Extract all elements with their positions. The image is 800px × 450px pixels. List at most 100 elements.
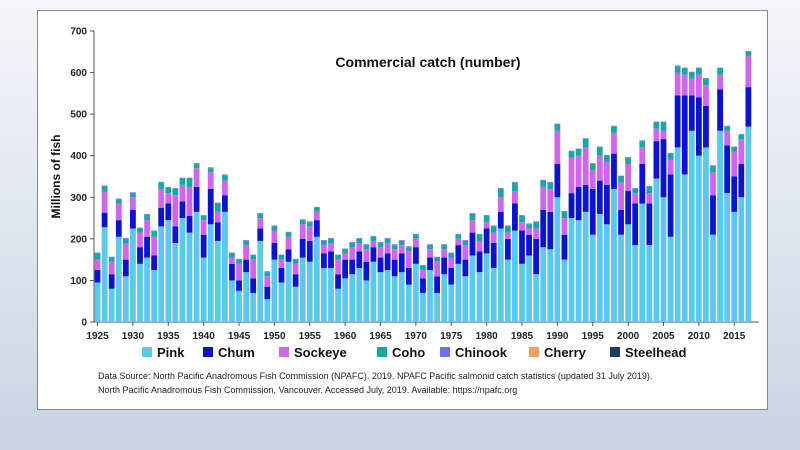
bar-segment-coho — [497, 188, 504, 198]
bar-segment-coho — [94, 253, 101, 260]
x-tick-label: 2005 — [652, 331, 675, 342]
bar-segment-sockeye — [229, 257, 235, 264]
bar-segment-sockeye — [611, 132, 617, 154]
bar-segment-coho — [646, 186, 653, 194]
bar-segment-coho — [582, 139, 589, 148]
bar-segment-pink — [603, 224, 610, 322]
bar-segment-sockeye — [660, 130, 667, 140]
bar-segment-chum — [186, 215, 193, 233]
bar-segment-chum — [115, 220, 122, 237]
bar-segment-coho — [526, 224, 532, 229]
bar-segment-sockeye — [221, 180, 228, 196]
bar-segment-coho — [278, 255, 285, 260]
bar-segment-chum — [356, 251, 363, 268]
bar-segment-chinook — [144, 213, 150, 215]
bar-segment-chum — [632, 203, 639, 246]
bar-segment-chum — [504, 238, 511, 260]
bar-segment-sockeye — [483, 222, 490, 229]
bar-segment-chinook — [172, 188, 179, 189]
bar-segment-pink — [94, 282, 101, 322]
bar-segment-pink — [122, 276, 129, 322]
bar-segment-chum — [172, 226, 179, 244]
bar-segment-coho — [504, 226, 511, 233]
bar-segment-pink — [575, 220, 582, 322]
bar-segment-pink — [611, 188, 617, 322]
bar-segment-coho — [243, 240, 250, 246]
bar-segment-chum — [512, 203, 518, 231]
bar-segment-sockeye — [703, 85, 709, 106]
y-tick-label: 0 — [81, 318, 87, 329]
bar-segment-chinook — [278, 254, 285, 256]
bar-segment-chum — [391, 259, 398, 277]
bar-segment-sockeye — [130, 197, 136, 210]
bar-segment-chinook — [724, 125, 731, 127]
bar-segment-coho — [144, 214, 150, 221]
bar-segment-pink — [179, 218, 186, 322]
bar-segment-pink — [405, 284, 412, 322]
bar-segment-chinook — [568, 150, 575, 152]
bar-segment-chum — [306, 240, 313, 262]
bar-segment-chum — [646, 203, 653, 246]
bar-segment-coho — [285, 232, 292, 237]
bar-segment-pink — [554, 197, 561, 322]
x-tick-label: 1940 — [193, 331, 216, 342]
bar-segment-coho — [710, 166, 716, 173]
bar-segment-chinook — [130, 192, 136, 194]
bar-segment-chinook — [391, 244, 398, 246]
bar-segment-coho — [448, 253, 455, 258]
bar-segment-chinook — [476, 233, 483, 235]
y-tick-label: 700 — [70, 27, 87, 38]
bar-segment-chinook — [236, 258, 242, 260]
y-axis-label: Millions of fish — [49, 135, 63, 219]
bar-segment-chinook — [596, 146, 603, 148]
bar-segment-pink — [172, 243, 179, 322]
bar-segment-sockeye — [321, 245, 327, 254]
bar-segment-chinook — [717, 67, 723, 69]
bar-segment-chinook — [554, 123, 561, 125]
bar-segment-coho — [695, 68, 702, 75]
bar-segment-pink — [519, 263, 525, 322]
bar-segment-chum — [144, 236, 150, 258]
bar-segment-chum — [412, 247, 419, 264]
bar-segment-chinook — [250, 254, 257, 256]
bar-segment-coho — [703, 78, 709, 86]
bar-segment-chum — [639, 164, 646, 204]
bar-segment-sockeye — [717, 74, 723, 90]
bar-segment-sockeye — [179, 184, 186, 202]
bar-segment-chinook — [285, 231, 292, 233]
bar-segment-chinook — [639, 140, 646, 142]
bar-segment-sockeye — [200, 220, 207, 235]
bar-segment-sockeye — [448, 257, 455, 268]
bar-segment-sockeye — [342, 253, 349, 260]
bar-segment-sockeye — [724, 130, 731, 146]
bar-segment-chum — [335, 274, 341, 289]
bar-segment-chinook — [264, 271, 271, 273]
bar-segment-chum — [710, 195, 716, 235]
x-tick-label: 1990 — [546, 331, 569, 342]
x-tick-label: 2010 — [688, 331, 711, 342]
bar-segment-coho — [186, 178, 193, 187]
bar-segment-chinook — [462, 240, 469, 241]
bar-segment-pink — [512, 230, 518, 322]
bar-segment-chum — [405, 267, 412, 285]
bar-segment-chum — [469, 232, 476, 256]
bar-segment-pink — [264, 299, 271, 322]
bar-segment-sockeye — [441, 249, 448, 258]
bar-segment-coho — [533, 222, 540, 229]
y-tick-label: 100 — [70, 276, 87, 287]
bar-segment-coho — [674, 66, 681, 73]
bar-segment-chinook — [504, 225, 511, 227]
bar-segment-sockeye — [271, 230, 278, 244]
bar-segment-pink — [420, 292, 426, 322]
x-tick-label: 1980 — [476, 331, 499, 342]
bar-segment-sockeye — [603, 161, 610, 185]
bar-segment-pink — [356, 267, 363, 322]
bar-segment-coho — [115, 199, 122, 204]
bar-segment-pink — [427, 270, 433, 322]
bar-segment-chinook — [165, 186, 172, 188]
bar-segment-pink — [299, 257, 306, 322]
bar-segment-chinook — [745, 50, 752, 52]
bar-segment-pink — [660, 197, 667, 322]
legend-label-steelhead: Steelhead — [625, 345, 686, 360]
bar-segment-sockeye — [186, 186, 193, 216]
